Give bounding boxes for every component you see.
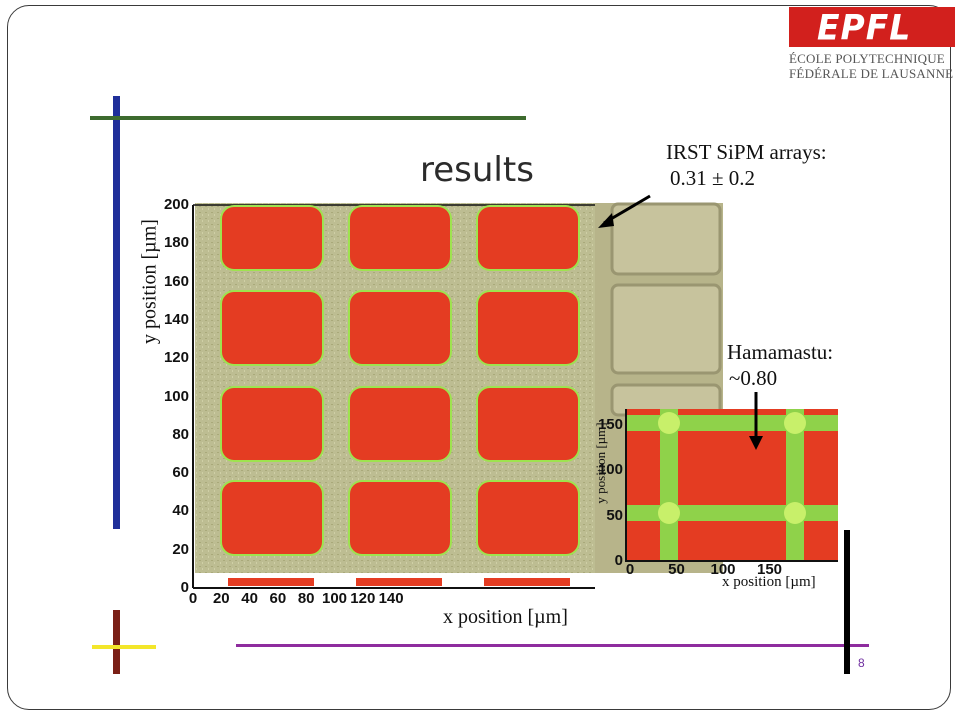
tick-label: 0 — [188, 590, 198, 607]
tick-label: 140 — [378, 590, 404, 607]
tick-label: 140 — [163, 310, 189, 328]
tick-label: 100 — [321, 590, 348, 607]
tick-label: 120 — [350, 590, 376, 607]
tick-label: 80 — [297, 590, 315, 607]
tick-label: 100 — [597, 461, 623, 478]
irst-value: 0.31 ± 0.2 — [670, 166, 756, 190]
inset-corner — [784, 502, 806, 524]
blue-vertical-bar — [113, 96, 120, 529]
sensitive-cell-partial — [228, 578, 314, 586]
tick-label: 0 — [614, 552, 623, 569]
sensitive-cell — [350, 207, 450, 269]
sipm-cell-photo — [610, 283, 722, 375]
tick-label: 60 — [172, 464, 189, 482]
sensitive-cell — [222, 292, 322, 364]
green-horizontal-bar — [90, 116, 526, 120]
sensitive-cell — [478, 292, 578, 364]
sensitive-cell — [222, 482, 322, 554]
hama-label: Hamamastu: — [727, 340, 834, 364]
hama-arrowhead — [749, 436, 763, 450]
tick-label: 150 — [597, 415, 623, 433]
brown-vertical-bar — [113, 610, 120, 674]
sensitive-cell — [478, 207, 578, 269]
sensitive-cell — [478, 482, 578, 554]
tick-label: 100 — [163, 387, 189, 405]
tick-label: 0 — [625, 561, 635, 578]
sensitive-cell — [222, 207, 322, 269]
logo-line-1: ÉCOLE POLYTECHNIQUE — [789, 51, 945, 66]
tick-label: 60 — [269, 590, 287, 607]
tick-label: 80 — [172, 425, 189, 443]
black-vertical-bar — [844, 530, 850, 674]
tick-label: 200 — [163, 196, 189, 213]
main-x-axis-label: x position [µm] — [443, 606, 568, 628]
page-number: 8 — [858, 656, 865, 670]
logo-line-2: FÉDÉRALE DE LAUSANNE — [789, 66, 954, 81]
epfl-logo: EPFL ÉCOLE POLYTECHNIQUE FÉDÉRALE DE LAU… — [789, 7, 955, 81]
sensitive-cell — [350, 388, 450, 460]
sensitive-cell — [478, 388, 578, 460]
inset-corner — [784, 412, 806, 434]
sensitive-cell — [350, 482, 450, 554]
tick-label: 180 — [163, 234, 189, 252]
irst-label: IRST SiPM arrays: — [666, 140, 827, 164]
tick-label: 100 — [710, 561, 736, 578]
logo-word: EPFL — [817, 7, 912, 48]
inset-corner — [658, 502, 680, 524]
sensitive-cell-partial — [484, 578, 570, 586]
logo-red-block — [789, 7, 955, 47]
slide-title: results — [420, 150, 534, 190]
tick-label: 120 — [163, 349, 189, 367]
inset-corner — [658, 412, 680, 434]
inset-background — [627, 409, 838, 561]
purple-horizontal-bar — [236, 644, 869, 647]
tick-label: 150 — [756, 561, 783, 578]
tick-label: 0 — [180, 579, 189, 596]
tick-label: 40 — [241, 590, 258, 607]
tick-label: 40 — [172, 502, 189, 520]
tick-label: 50 — [668, 561, 685, 578]
inset-x-axis-label: x position [µm] — [722, 574, 816, 590]
tick-label: 160 — [163, 272, 189, 290]
sensitive-cell — [350, 292, 450, 364]
tick-label: 20 — [212, 590, 230, 607]
main-y-axis-label: y position [µm] — [138, 219, 161, 344]
sensitive-cell-partial — [356, 578, 442, 586]
irst-arrowhead — [598, 213, 614, 228]
tick-label: 20 — [172, 540, 189, 558]
hama-value: ~0.80 — [729, 366, 778, 390]
tick-label: 50 — [606, 506, 623, 524]
yellow-horizontal-bar — [92, 645, 156, 649]
sipm-cell-photo — [610, 202, 722, 276]
sensitive-cell — [222, 388, 322, 460]
